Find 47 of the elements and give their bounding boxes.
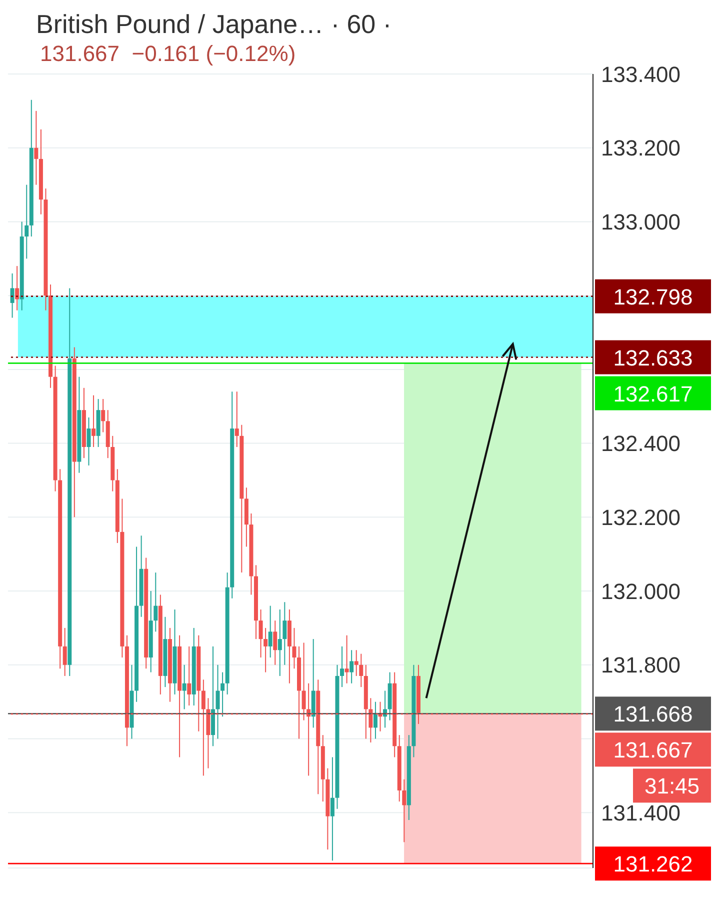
candlestick (359, 653, 364, 688)
candlestick (340, 646, 344, 688)
y-tick-label: 133.400 (601, 62, 681, 87)
ref-line-label: 132.798 (613, 284, 693, 310)
candlestick (15, 266, 20, 311)
candlestick (62, 627, 67, 676)
candlestick (154, 572, 158, 632)
y-tick-label: 132.400 (601, 431, 681, 456)
candlestick (330, 756, 334, 862)
y-tick-label: 131.400 (601, 800, 681, 826)
candlestick (24, 184, 29, 260)
candlestick (268, 605, 272, 658)
ref-line-label: 132.617 (613, 381, 693, 406)
candlestick (354, 650, 358, 676)
candlestick (273, 620, 278, 666)
candlestick (344, 634, 349, 684)
candlestick (292, 627, 296, 670)
y-tick-label: 133.200 (601, 136, 681, 161)
candlestick (201, 679, 206, 776)
candlestick (216, 664, 220, 740)
candlestick (86, 416, 91, 466)
ref-line-label: 131.262 (613, 852, 693, 877)
candlestick (264, 627, 268, 673)
chart-subtitle: 131.667 −0.161 (−0.12%) (40, 40, 296, 68)
chart-title: British Pound / Japane… · 60 · (36, 8, 392, 40)
candlestick (101, 398, 106, 433)
text: 31:45 (644, 774, 700, 799)
candlestick (258, 608, 263, 658)
candlestick (182, 664, 186, 710)
candlestick (282, 602, 287, 666)
ref-line-label: 132.633 (613, 345, 693, 370)
candlestick (302, 642, 306, 721)
candlestick (220, 672, 225, 718)
y-tick-label: 131.800 (601, 652, 681, 678)
ref-line-label: 131.667 (613, 738, 693, 763)
candlestick (402, 778, 406, 843)
y-tick-label: 133.000 (601, 210, 681, 235)
y-tick-label: 132.000 (601, 578, 681, 604)
y-tick-label: 132.200 (601, 504, 681, 530)
ref-line-label: 131.668 (613, 702, 693, 727)
candlestick (234, 391, 239, 448)
candlestick (34, 110, 38, 186)
candlestick (278, 608, 282, 676)
candlestick (187, 646, 192, 706)
candlestick (92, 394, 96, 448)
candlestick (350, 650, 354, 684)
candlestick (10, 272, 14, 318)
